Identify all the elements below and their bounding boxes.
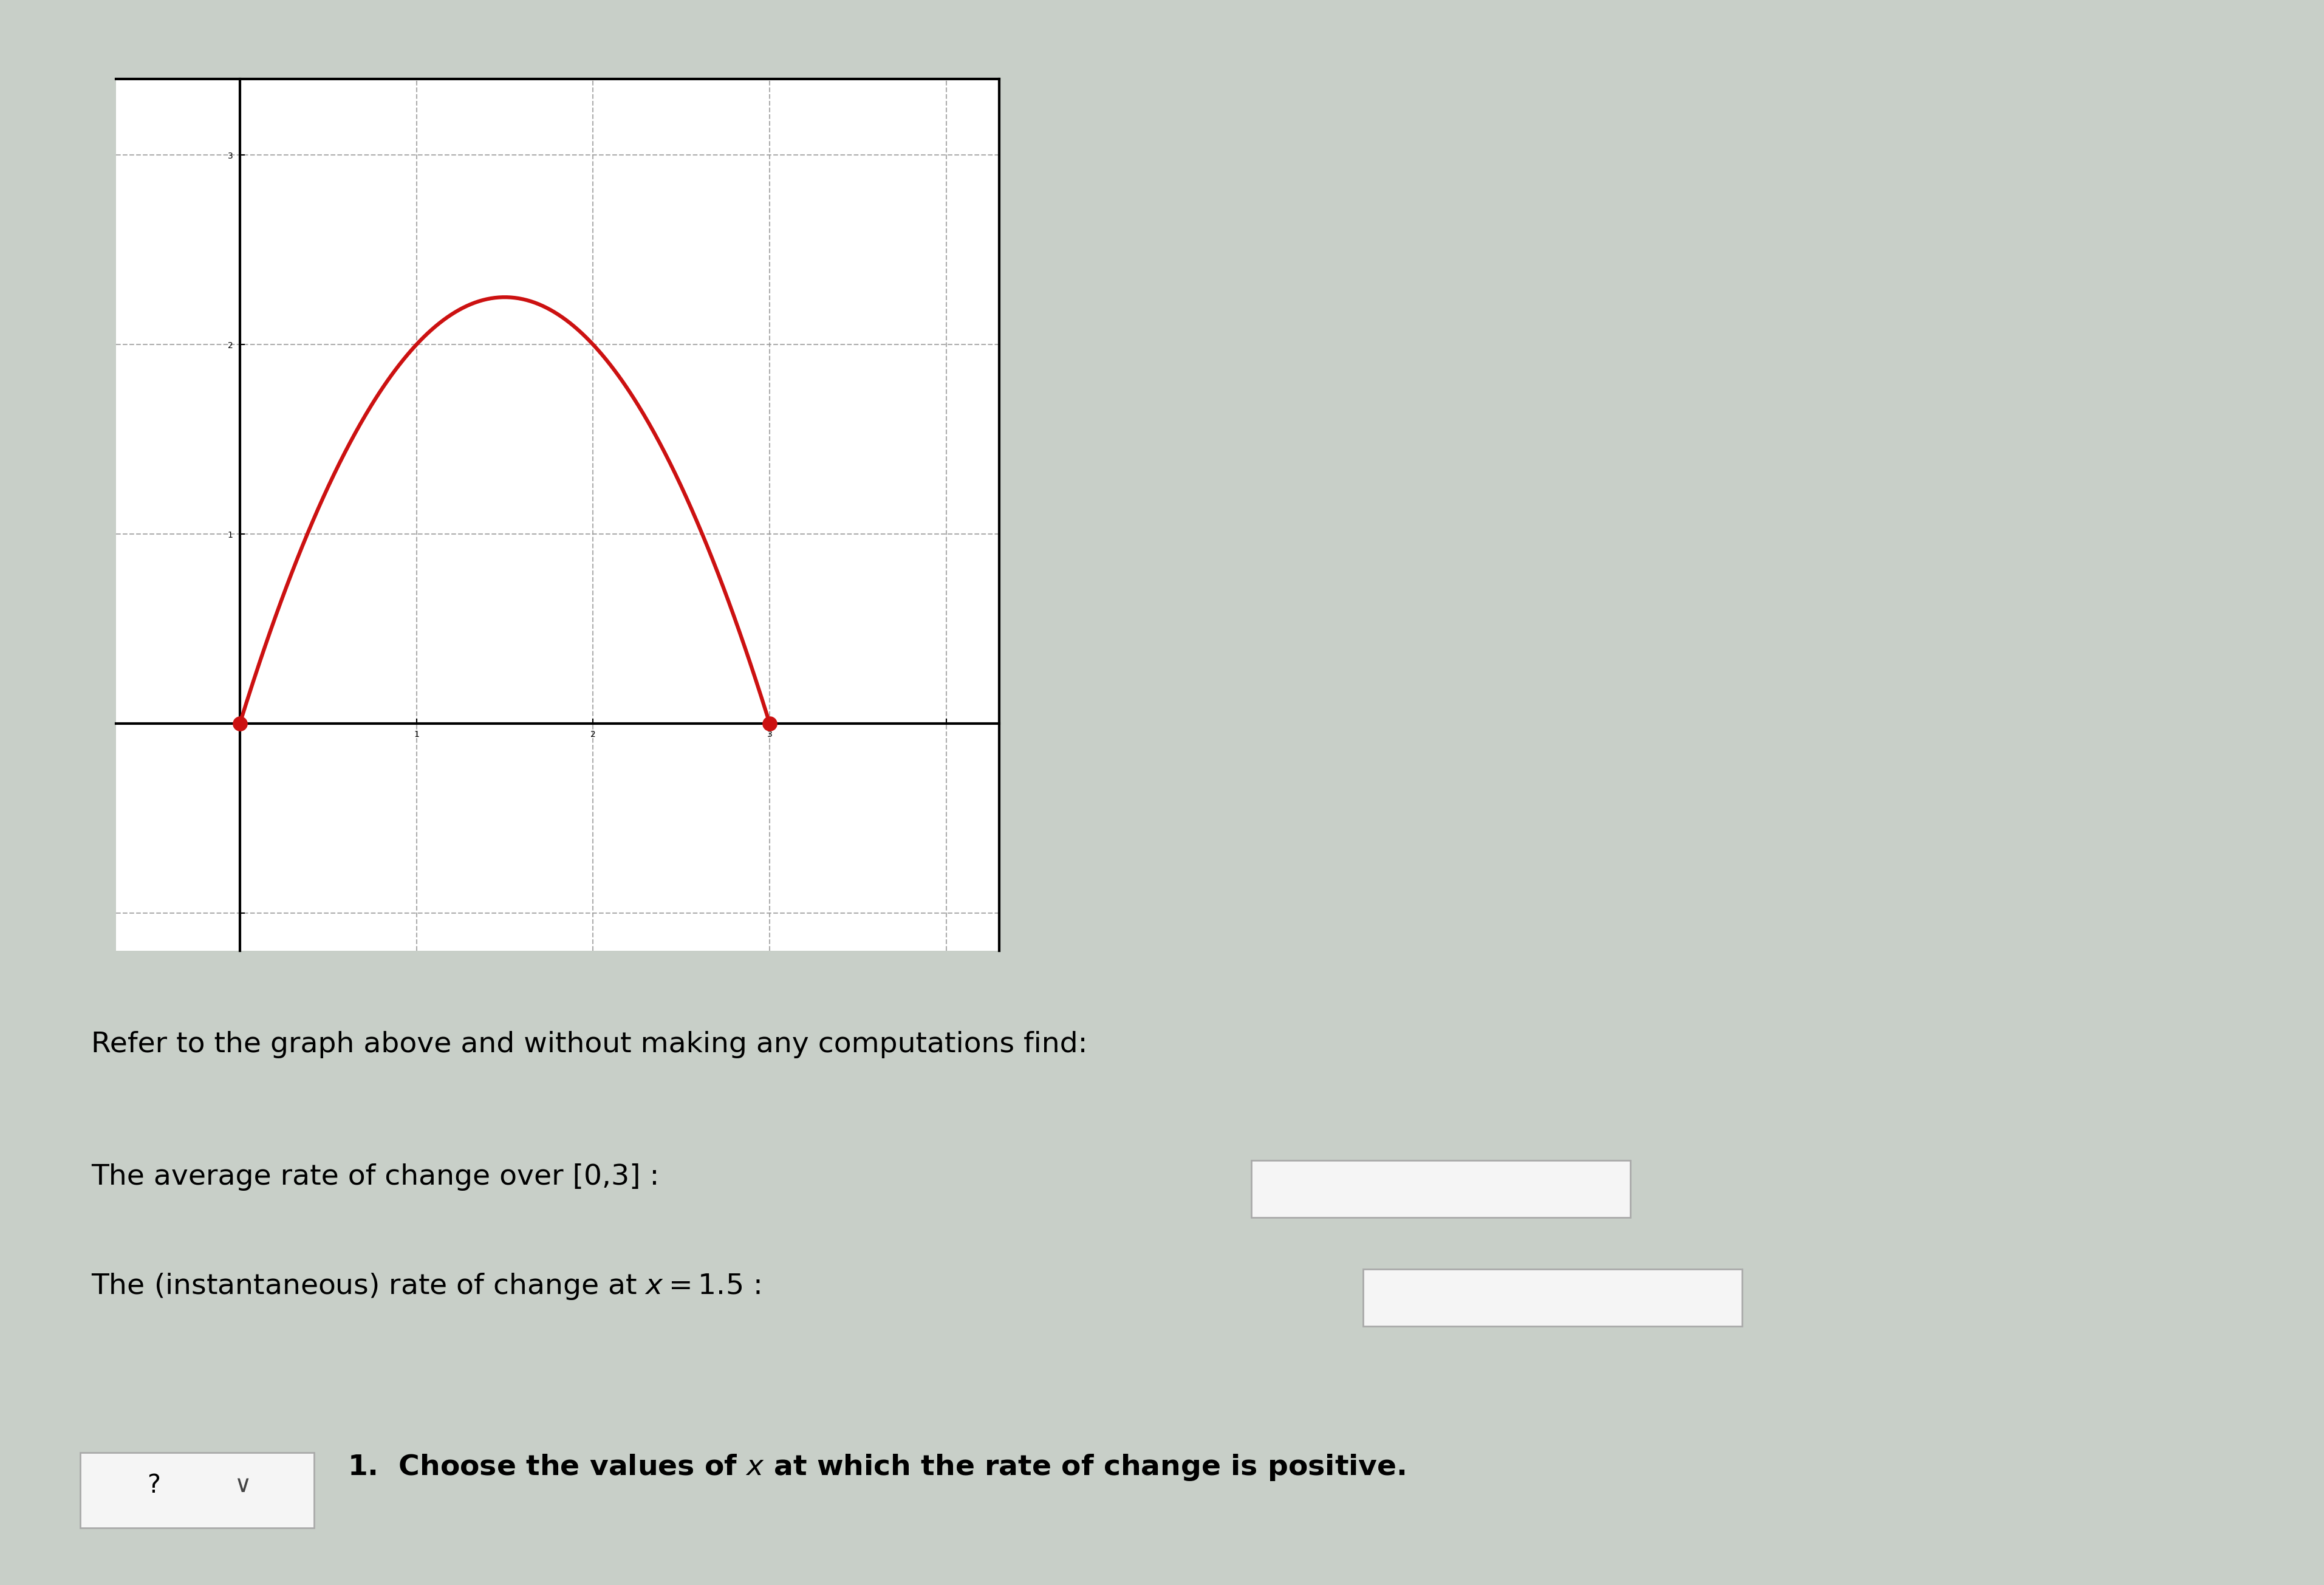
FancyBboxPatch shape xyxy=(1250,1160,1631,1217)
Point xyxy=(751,712,788,737)
Point xyxy=(221,712,258,737)
Text: ?: ? xyxy=(146,1472,160,1498)
Text: 1.  Choose the values of $x$ at which the rate of change is positive.: 1. Choose the values of $x$ at which the… xyxy=(349,1452,1406,1482)
FancyBboxPatch shape xyxy=(1362,1268,1743,1327)
Text: ∨: ∨ xyxy=(235,1474,251,1498)
Text: Refer to the graph above and without making any computations find:: Refer to the graph above and without mak… xyxy=(91,1030,1088,1059)
Text: The (instantaneous) rate of change at $x = 1.5$ :: The (instantaneous) rate of change at $x… xyxy=(91,1271,760,1301)
Text: The average rate of change over [0,3] :: The average rate of change over [0,3] : xyxy=(91,1163,660,1190)
FancyBboxPatch shape xyxy=(79,1452,314,1528)
